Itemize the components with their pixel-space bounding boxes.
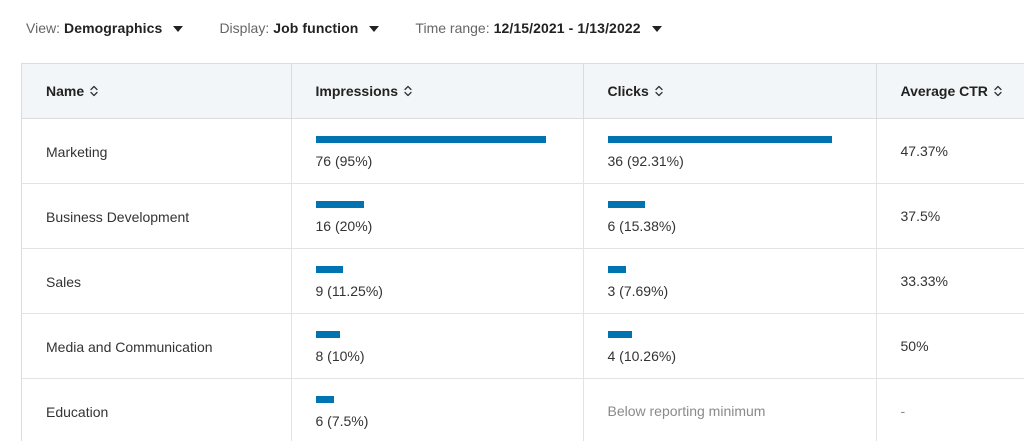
table-row: Media and Communication 8 (10%) 4 (10.26%)… (22, 313, 1024, 379)
name-cell: Business Development (22, 183, 292, 249)
impressions-bar-track (315, 200, 559, 208)
demographics-table-container: Name Impressions Clicks (21, 63, 1024, 441)
impressions-bar (315, 135, 547, 143)
column-header-label: Average CTR (900, 82, 988, 99)
column-header-clicks: Clicks (583, 64, 877, 119)
clicks-value: 3 (7.69%) (607, 282, 669, 299)
demographics-table: Name Impressions Clicks (22, 64, 1024, 441)
column-header-label: Impressions (315, 82, 398, 99)
display-filter-dropdown[interactable]: Display: Job function (219, 20, 380, 36)
impressions-value: 6 (7.5%) (315, 412, 369, 429)
column-header-ctr: Average CTR (876, 64, 1024, 119)
column-header-label: Clicks (607, 82, 649, 99)
column-header-label: Name (46, 82, 85, 99)
impressions-bar-track (315, 395, 559, 403)
table-row: Business Development 16 (20%) 6 (15.38%) 37… (22, 183, 1024, 249)
name-cell: Media and Communication (22, 313, 292, 379)
clicks-bar-track (607, 330, 851, 338)
sort-by-impressions-button[interactable]: Impressions (316, 83, 413, 99)
time-range-filter-dropdown[interactable]: Time range: 12/15/2021 - 1/13/2022 (415, 20, 662, 36)
ctr-value: 33.33% (900, 272, 948, 289)
column-header-impressions: Impressions (291, 64, 584, 119)
caret-down-icon (651, 25, 662, 32)
caret-down-icon (173, 25, 184, 32)
clicks-bar (607, 200, 645, 208)
job-function-name: Education (46, 403, 109, 420)
impressions-cell: 6 (7.5%) (291, 378, 584, 441)
caret-down-icon (369, 25, 380, 32)
clicks-bar (607, 135, 832, 143)
clicks-bar (607, 330, 633, 338)
impressions-bar-track (315, 135, 559, 143)
display-filter-value: Job function (273, 20, 359, 36)
impressions-bar (315, 265, 343, 273)
table-row: Marketing 76 (95%) 36 (92.31%) 47.37% (22, 118, 1024, 184)
table-body: Marketing 76 (95%) 36 (92.31%) 47.37% Busine… (22, 118, 1024, 441)
sort-by-clicks-button[interactable]: Clicks (608, 83, 664, 99)
sort-icon (655, 85, 663, 96)
impressions-value: 8 (10%) (315, 347, 365, 364)
display-filter-label: Display: (219, 20, 270, 36)
clicks-value: 36 (92.31%) (607, 152, 684, 169)
sort-by-name-button[interactable]: Name (46, 83, 99, 99)
clicks-cell: 3 (7.69%) (583, 248, 877, 314)
ctr-cell: 50% (876, 313, 1024, 379)
ctr-value: 50% (900, 337, 929, 354)
view-filter-label: View: (26, 20, 60, 36)
impressions-bar (315, 200, 365, 208)
sort-by-ctr-button[interactable]: Average CTR (901, 83, 1003, 99)
impressions-value: 9 (11.25%) (315, 282, 383, 299)
table-header: Name Impressions Clicks (22, 64, 1024, 119)
view-filter-dropdown[interactable]: View: Demographics (26, 20, 184, 36)
ctr-cell: - (876, 378, 1024, 441)
sort-icon (994, 85, 1002, 96)
clicks-bar-track (607, 265, 851, 273)
name-cell: Sales (22, 248, 292, 314)
table-row: Sales 9 (11.25%) 3 (7.69%) 33.33% (22, 248, 1024, 314)
ctr-value: - (900, 402, 906, 419)
impressions-cell: 16 (20%) (291, 183, 584, 249)
name-cell: Education (22, 378, 292, 441)
sort-icon (404, 85, 412, 96)
view-filter-value: Demographics (63, 20, 163, 36)
clicks-value: 4 (10.26%) (607, 347, 676, 364)
impressions-value: 16 (20%) (315, 217, 373, 234)
name-cell: Marketing (22, 118, 292, 184)
job-function-name: Business Development (46, 208, 190, 225)
impressions-cell: 76 (95%) (291, 118, 584, 184)
impressions-bar (315, 395, 334, 403)
clicks-value: 6 (15.38%) (607, 217, 676, 234)
time-range-filter-label: Time range: (415, 20, 490, 36)
clicks-bar-track (607, 200, 851, 208)
impressions-bar-track (315, 265, 559, 273)
column-header-name: Name (22, 64, 292, 119)
clicks-cell: 36 (92.31%) (583, 118, 877, 184)
clicks-cell: 4 (10.26%) (583, 313, 877, 379)
impressions-cell: 8 (10%) (291, 313, 584, 379)
ctr-value: 37.5% (900, 207, 941, 224)
job-function-name: Marketing (46, 143, 108, 160)
impressions-value: 76 (95%) (315, 152, 373, 169)
job-function-name: Media and Communication (46, 338, 213, 355)
impressions-bar-track (315, 330, 559, 338)
ctr-value: 47.37% (900, 142, 948, 159)
table-row: Education 6 (7.5%) Below reporting minimum… (22, 378, 1024, 441)
filter-bar: View: Demographics Display: Job function… (26, 16, 698, 40)
sort-icon (90, 85, 98, 96)
job-function-name: Sales (46, 273, 82, 290)
ctr-cell: 33.33% (876, 248, 1024, 314)
clicks-value: Below reporting minimum (607, 402, 766, 419)
clicks-bar (607, 265, 627, 273)
impressions-bar (315, 330, 340, 338)
time-range-filter-value: 12/15/2021 - 1/13/2022 (493, 20, 641, 36)
clicks-cell: 6 (15.38%) (583, 183, 877, 249)
clicks-cell: Below reporting minimum (583, 378, 877, 441)
clicks-bar-track (607, 135, 851, 143)
impressions-cell: 9 (11.25%) (291, 248, 584, 314)
ctr-cell: 47.37% (876, 118, 1024, 184)
ctr-cell: 37.5% (876, 183, 1024, 249)
table-header-row: Name Impressions Clicks (22, 64, 1024, 119)
